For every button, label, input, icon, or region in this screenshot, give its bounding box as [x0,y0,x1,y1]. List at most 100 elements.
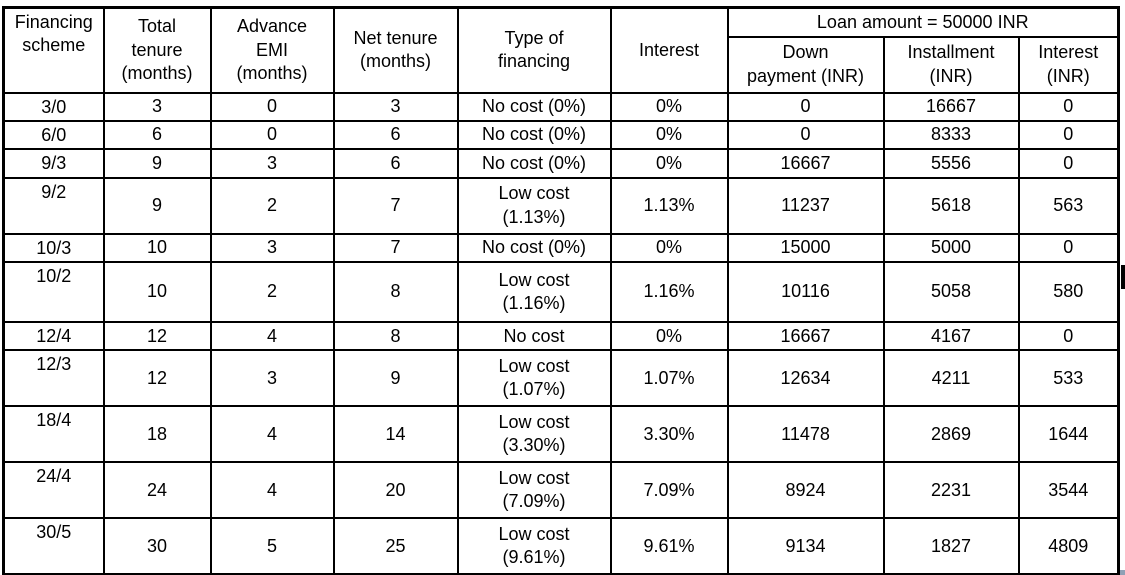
cell-interest-rate: 0% [609,91,729,122]
cell-advance-emi: 0 [209,119,335,151]
cell-net-tenure: 7 [332,232,459,264]
cell-advance-emi: 4 [209,321,335,352]
table-row: 3/0 3 0 3 No cost (0%) 0% 0 16667 0 [2,91,1120,122]
cell-advance-emi: 4 [209,405,335,464]
table-row: 6/0 6 0 6 No cost (0%) 0% 0 8333 0 [2,119,1120,151]
cell-advance-emi: 2 [209,176,335,235]
cell-total-tenure: 9 [102,176,212,235]
cell-net-tenure: 9 [332,349,459,408]
cell-financing-type: No cost [456,321,612,352]
cell-interest-amount: 580 [1017,261,1120,324]
cell-scheme: 12/3 [2,349,105,408]
cell-interest-amount: 0 [1017,119,1120,151]
cell-installment: 4167 [882,321,1020,352]
cell-scheme: 9/2 [2,176,105,235]
cell-advance-emi: 3 [209,148,335,179]
cell-total-tenure: 24 [102,461,212,520]
cell-financing-type: No cost (0%) [456,119,612,151]
cell-interest-rate: 7.09% [609,461,729,520]
cell-down-payment: 9134 [726,517,885,575]
cell-scheme: 30/5 [2,517,105,575]
cell-interest-rate: 1.07% [609,349,729,408]
cell-interest-amount: 4809 [1017,517,1120,575]
cell-installment: 5000 [882,232,1020,264]
cell-financing-type: Low cost (1.16%) [456,261,612,324]
header-net-tenure: Net tenure (months) [332,6,459,94]
header-loan-amount-group: Loan amount = 50000 INR [726,6,1120,38]
cell-total-tenure: 18 [102,405,212,464]
cell-interest-amount: 1644 [1017,405,1120,464]
cell-financing-type: Low cost (3.30%) [456,405,612,464]
cell-advance-emi: 4 [209,461,335,520]
cell-interest-amount: 533 [1017,349,1120,408]
cell-scheme: 10/3 [2,232,105,264]
cell-financing-type: No cost (0%) [456,148,612,179]
cell-interest-rate: 0% [609,321,729,352]
cell-installment: 2231 [882,461,1020,520]
text-cursor-artifact [1121,265,1125,289]
cell-installment: 5556 [882,148,1020,179]
cell-interest-rate: 0% [609,119,729,151]
cell-installment: 16667 [882,91,1020,122]
cell-net-tenure: 25 [332,517,459,575]
cell-down-payment: 15000 [726,232,885,264]
corner-speck-artifact [1120,570,1125,575]
cell-net-tenure: 6 [332,148,459,179]
cell-interest-amount: 0 [1017,232,1120,264]
header-row-group: Financing scheme Total tenure (months) A… [2,6,1120,94]
table-row: 10/2 10 2 8 Low cost (1.16%) 1.16% 10116… [2,261,1120,324]
cell-down-payment: 16667 [726,321,885,352]
table-row: 12/3 12 3 9 Low cost (1.07%) 1.07% 12634… [2,349,1120,408]
cell-financing-type: Low cost (1.07%) [456,349,612,408]
cell-installment: 4211 [882,349,1020,408]
cell-total-tenure: 30 [102,517,212,575]
cell-down-payment: 10116 [726,261,885,324]
cell-down-payment: 8924 [726,461,885,520]
cell-total-tenure: 6 [102,119,212,151]
cell-financing-type: Low cost (7.09%) [456,461,612,520]
cell-down-payment: 11237 [726,176,885,235]
cell-advance-emi: 2 [209,261,335,324]
cell-total-tenure: 10 [102,232,212,264]
table-row: 9/2 9 2 7 Low cost (1.13%) 1.13% 11237 5… [2,176,1120,235]
cell-advance-emi: 3 [209,232,335,264]
cell-advance-emi: 5 [209,517,335,575]
cell-interest-rate: 3.30% [609,405,729,464]
table-row: 10/3 10 3 7 No cost (0%) 0% 15000 5000 0 [2,232,1120,264]
cell-down-payment: 12634 [726,349,885,408]
header-down-payment: Down payment (INR) [726,35,885,94]
cell-scheme: 24/4 [2,461,105,520]
cell-installment: 2869 [882,405,1020,464]
cell-scheme: 18/4 [2,405,105,464]
cell-down-payment: 0 [726,119,885,151]
cell-net-tenure: 20 [332,461,459,520]
cell-interest-amount: 0 [1017,148,1120,179]
cell-scheme: 9/3 [2,148,105,179]
cell-interest-amount: 3544 [1017,461,1120,520]
cell-scheme: 6/0 [2,119,105,151]
cell-interest-rate: 1.13% [609,176,729,235]
cell-scheme: 10/2 [2,261,105,324]
cell-installment: 5618 [882,176,1020,235]
cell-net-tenure: 14 [332,405,459,464]
cell-total-tenure: 12 [102,321,212,352]
table-row: 9/3 9 3 6 No cost (0%) 0% 16667 5556 0 [2,148,1120,179]
header-interest: Interest [609,6,729,94]
cell-net-tenure: 3 [332,91,459,122]
header-row-sub: Down payment (INR) Installment (INR) Int… [4,35,1120,94]
cell-net-tenure: 8 [332,261,459,324]
cell-total-tenure: 9 [102,148,212,179]
header-advance-emi: Advance EMI (months) [209,6,335,94]
cell-down-payment: 11478 [726,405,885,464]
cell-interest-rate: 9.61% [609,517,729,575]
cell-down-payment: 16667 [726,148,885,179]
cell-net-tenure: 8 [332,321,459,352]
cell-scheme: 3/0 [2,91,105,122]
header-financing-scheme: Financing scheme [2,6,105,94]
cell-advance-emi: 0 [209,91,335,122]
cell-advance-emi: 3 [209,349,335,408]
cell-installment: 8333 [882,119,1020,151]
cell-financing-type: Low cost (9.61%) [456,517,612,575]
cell-scheme: 12/4 [2,321,105,352]
